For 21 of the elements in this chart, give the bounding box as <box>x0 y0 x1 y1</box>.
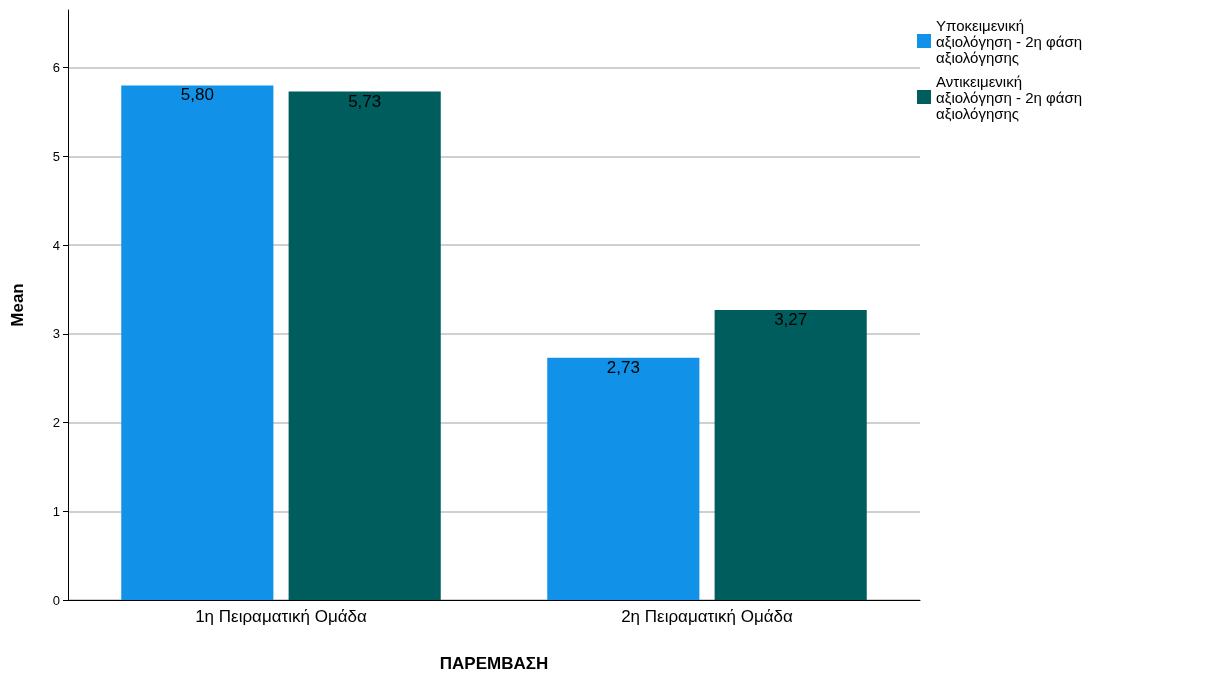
data-label: 3,27 <box>774 309 808 329</box>
y-tick-label: 5 <box>52 148 60 164</box>
x-tick-label: 1η Πειραματική Ομάδα <box>195 607 368 626</box>
x-axis-title: ΠΑΡΕΜΒΑΣΗ <box>439 654 549 673</box>
bar <box>288 91 441 600</box>
y-tick-label: 3 <box>52 326 60 342</box>
y-tick-label: 6 <box>52 60 60 76</box>
data-label: 2,73 <box>606 357 640 377</box>
y-tick-label: 0 <box>52 592 60 608</box>
y-tick-label: 2 <box>52 415 60 431</box>
x-tick-label: 2η Πειραματική Ομάδα <box>621 607 794 626</box>
legend-label: Υποκειμενική αξιολόγηση - 2η φάση αξιολόγησης <box>936 16 1087 66</box>
data-label: 5,73 <box>348 91 382 111</box>
data-label: 5,80 <box>180 85 214 105</box>
y-axis-title: Mean <box>8 283 27 327</box>
legend-label: Αντικειμενική αξιολόγηση - 2η φάση αξιολόγησης <box>936 72 1087 122</box>
bar <box>547 357 700 600</box>
bar <box>714 309 867 600</box>
bar <box>121 85 274 600</box>
y-tick-label: 1 <box>52 503 60 519</box>
y-tick-label: 4 <box>52 237 60 253</box>
